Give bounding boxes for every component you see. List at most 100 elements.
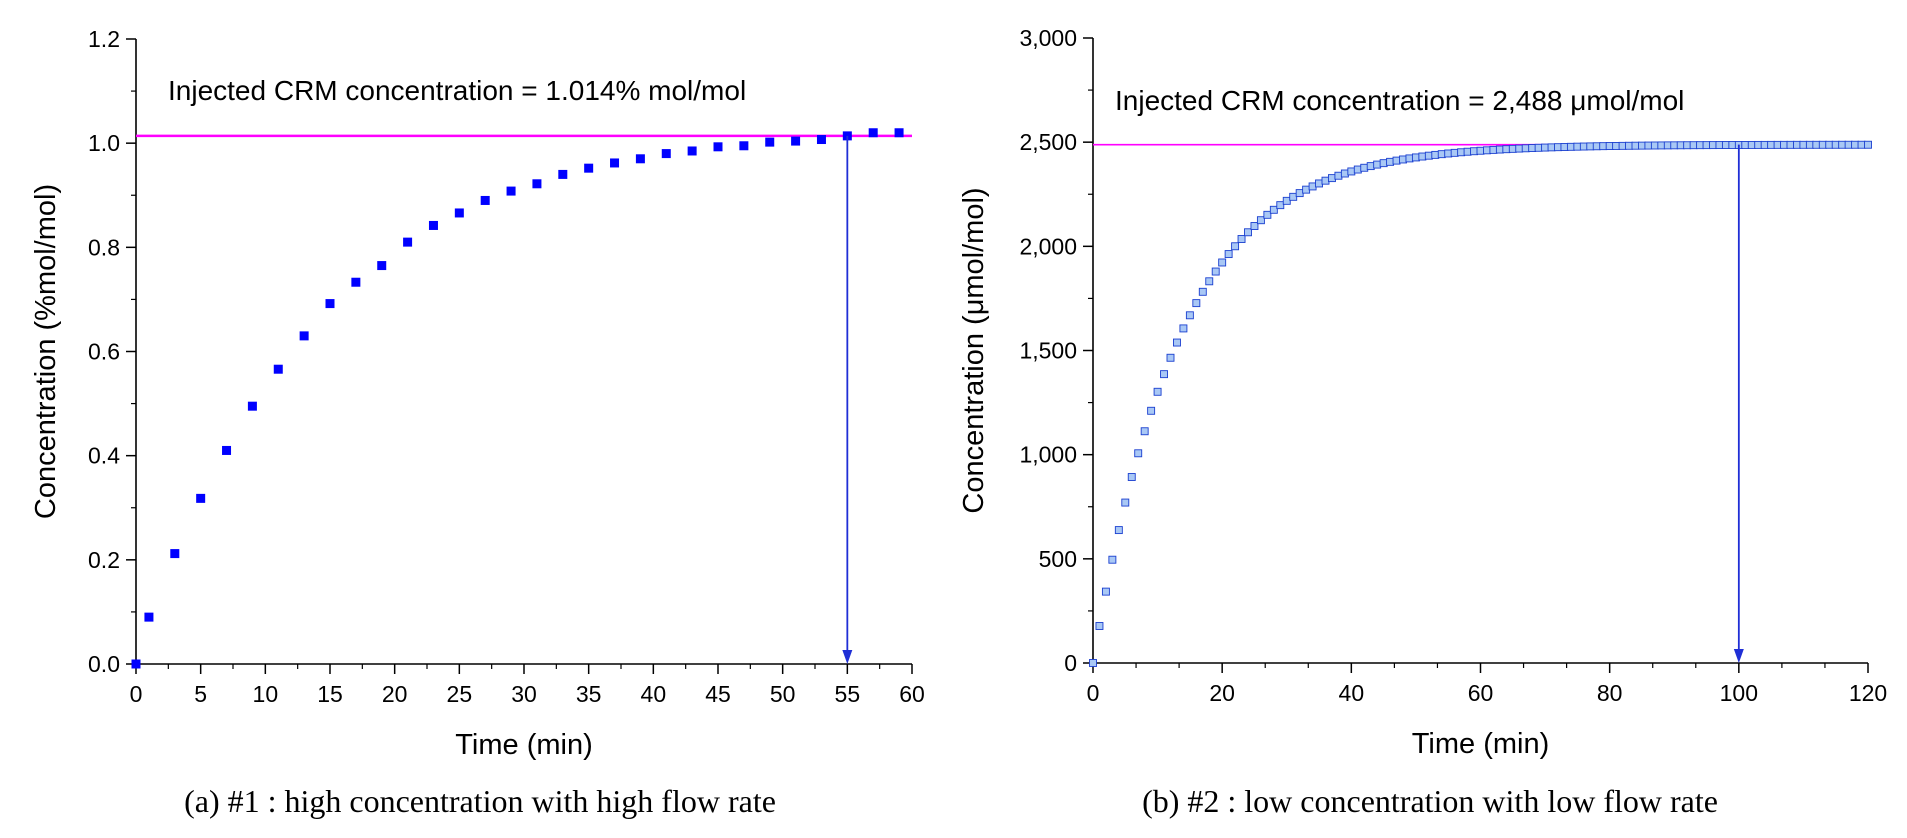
x-tick-label: 60 xyxy=(899,681,925,707)
data-point xyxy=(1728,141,1737,149)
data-point xyxy=(1844,140,1853,149)
data-point xyxy=(739,141,749,151)
data-point xyxy=(1431,150,1440,159)
data-point xyxy=(273,364,283,374)
data-point xyxy=(1334,171,1343,180)
data-point xyxy=(1767,140,1776,149)
data-point xyxy=(1721,141,1730,149)
data-point xyxy=(1857,140,1866,149)
x-tick-label: 10 xyxy=(253,681,279,707)
data-point xyxy=(1696,141,1705,150)
data-point xyxy=(1089,659,1097,667)
data-point xyxy=(1153,387,1162,396)
x-tick-label: 20 xyxy=(382,681,408,707)
data-point xyxy=(1851,140,1860,149)
data-point xyxy=(1780,140,1788,149)
x-tick-label: 50 xyxy=(770,681,796,707)
data-point xyxy=(454,208,464,218)
data-point xyxy=(403,237,413,247)
y-tick-label: 500 xyxy=(1039,546,1077,572)
data-point xyxy=(1173,338,1181,347)
data-point xyxy=(196,493,206,503)
data-point xyxy=(1231,242,1240,251)
data-point xyxy=(1495,145,1504,154)
data-point xyxy=(1534,143,1543,152)
data-point xyxy=(1786,140,1795,149)
data-point xyxy=(1263,210,1272,219)
data-point xyxy=(1211,267,1220,276)
data-point xyxy=(1657,141,1666,150)
data-point xyxy=(1689,141,1698,150)
arrow-head xyxy=(1733,649,1744,663)
data-point xyxy=(1747,140,1756,149)
data-point xyxy=(1450,148,1459,157)
data-point xyxy=(131,659,141,669)
data-point xyxy=(1347,167,1356,176)
x-tick-label: 45 xyxy=(705,681,731,707)
annotation-text: Injected CRM concentration = 2,488 μmol/… xyxy=(1115,85,1684,116)
data-point xyxy=(1360,163,1369,172)
x-tick-label: 80 xyxy=(1597,680,1623,706)
data-point xyxy=(1560,143,1569,151)
data-point xyxy=(1573,142,1582,151)
data-point xyxy=(1818,140,1827,149)
data-point xyxy=(1411,153,1420,162)
data-point xyxy=(1295,189,1304,198)
data-point xyxy=(1205,277,1214,286)
data-point xyxy=(584,163,594,173)
data-point xyxy=(1366,162,1375,171)
panel-caption: (b) #2 : low concentration with low flow… xyxy=(1142,783,1718,819)
chart-panel-b: 0 20 40 60 80 100 120 0 500 1,000 1,500 2,000 2,500 3… xyxy=(958,25,1887,819)
data-point xyxy=(377,261,387,271)
data-point xyxy=(1521,144,1530,153)
data-point xyxy=(661,149,671,159)
data-point xyxy=(1773,140,1782,149)
data-point xyxy=(635,154,645,164)
data-point xyxy=(1308,182,1317,191)
data-point xyxy=(144,612,154,622)
chart-panel-a: 0 5 10 15 20 25 30 35 40 45 50 55 60 0.0 0.2 0.4 0.6 0.8 1… xyxy=(30,26,925,819)
data-point xyxy=(1198,287,1207,296)
data-point xyxy=(1244,228,1252,237)
data-point xyxy=(1192,299,1201,308)
x-tick-label: 5 xyxy=(194,681,207,707)
data-point xyxy=(1101,587,1110,596)
data-point xyxy=(1793,140,1801,149)
data-point xyxy=(1515,144,1524,153)
x-axis-title: Time (min) xyxy=(1412,728,1549,760)
data-point xyxy=(1250,222,1259,230)
data-point xyxy=(1612,142,1621,150)
data-point xyxy=(868,128,878,138)
data-point xyxy=(1541,143,1550,152)
data-point xyxy=(791,136,801,146)
data-point xyxy=(1528,144,1537,152)
y-tick-label: 3,000 xyxy=(1019,25,1077,51)
annotation-text: Injected CRM concentration = 1.014% mol/… xyxy=(168,75,746,106)
data-point xyxy=(1185,311,1194,320)
x-tick-label: 0 xyxy=(1087,680,1100,706)
y-tick-label: 0.4 xyxy=(88,443,120,469)
y-tick-label: 1,000 xyxy=(1019,442,1077,468)
data-point xyxy=(1483,146,1491,155)
data-point xyxy=(1392,156,1401,165)
data-point xyxy=(222,445,232,455)
data-point xyxy=(1095,622,1104,630)
data-point xyxy=(1386,157,1395,166)
data-point xyxy=(1663,141,1672,150)
data-point xyxy=(1631,141,1640,150)
data-point xyxy=(1405,154,1414,163)
data-point xyxy=(247,401,257,411)
data-point xyxy=(687,146,697,156)
data-point xyxy=(1302,185,1311,194)
x-tick-label: 40 xyxy=(641,681,667,707)
y-tick-label: 0 xyxy=(1064,650,1077,676)
y-tick-label: 1.2 xyxy=(88,26,120,52)
data-point xyxy=(1650,141,1659,150)
x-tick-label: 40 xyxy=(1339,680,1365,706)
data-point xyxy=(1470,147,1478,156)
data-point xyxy=(1476,146,1485,155)
data-point xyxy=(1457,148,1466,157)
data-point xyxy=(1812,140,1821,149)
data-point xyxy=(1315,179,1323,188)
data-point xyxy=(170,549,180,559)
